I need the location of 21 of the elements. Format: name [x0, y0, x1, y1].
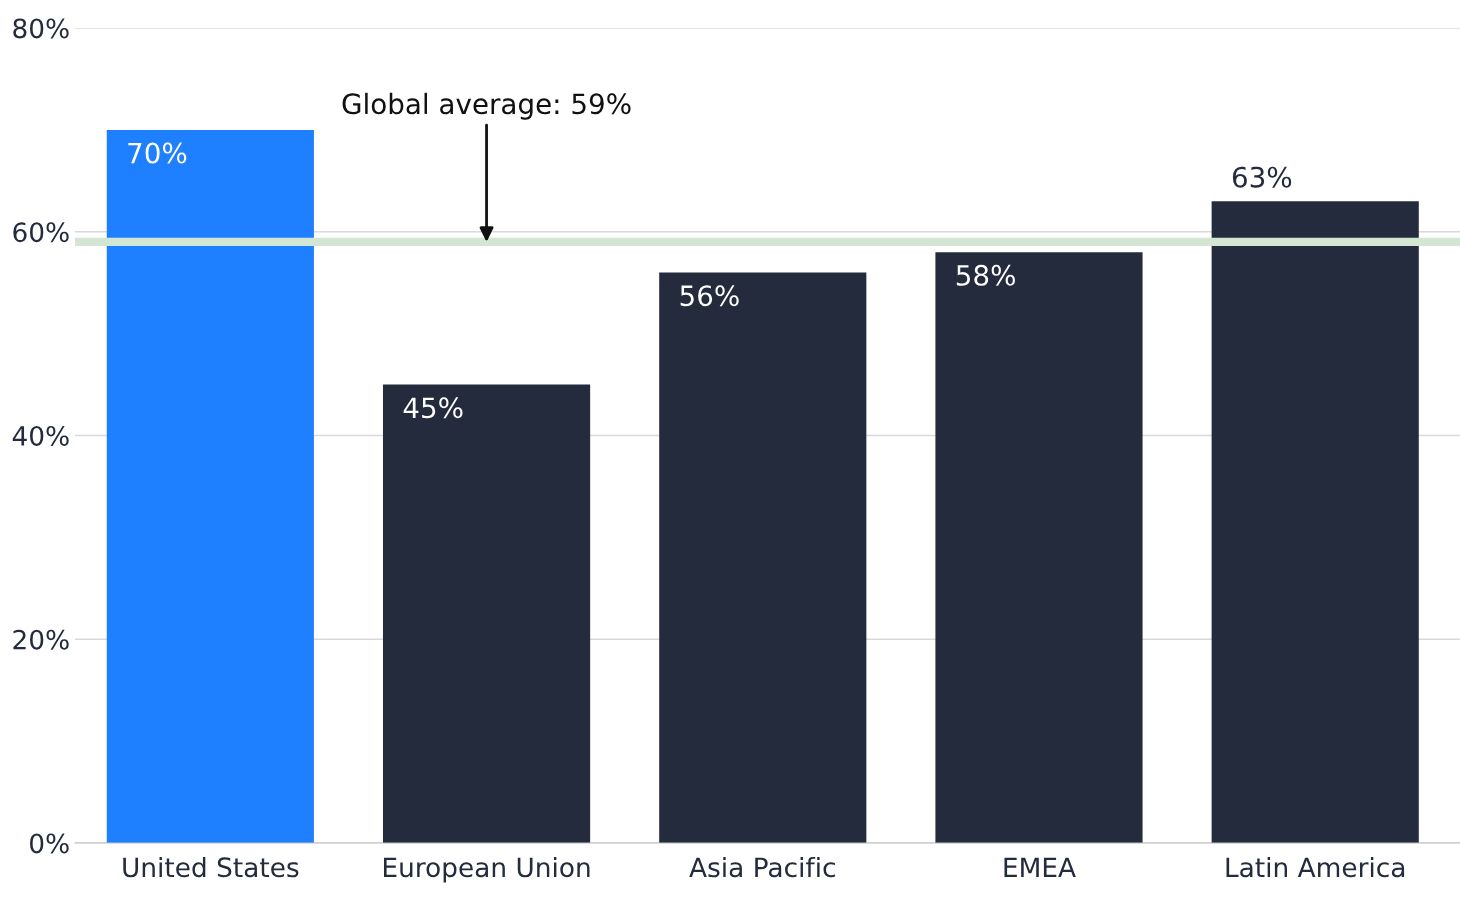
bar: [382, 384, 591, 843]
data-label: 70%: [128, 142, 187, 164]
x-tick-label: United States: [123, 856, 299, 878]
data-label: 63%: [1232, 166, 1292, 188]
y-tick-label: 60%: [13, 222, 69, 243]
x-tick-label: Asia Pacific: [689, 856, 835, 878]
bar: [659, 272, 867, 843]
y-tick-label: 20%: [13, 629, 69, 650]
bar: [106, 129, 314, 843]
bar: [935, 252, 1143, 843]
y-tick-label: 0%: [30, 833, 69, 854]
x-tick-label: Latin America: [1226, 856, 1405, 878]
y-tick-label: 40%: [12, 425, 69, 446]
y-tick-label: 80%: [13, 18, 69, 39]
x-tick-label: European Union: [383, 856, 590, 883]
ref-line-label: Global average: 59%: [342, 92, 631, 120]
data-label: 56%: [680, 285, 739, 307]
bar: [1211, 201, 1419, 843]
data-label: 45%: [403, 397, 463, 419]
x-tick-label: EMEA: [1004, 857, 1076, 877]
data-label: 58%: [956, 264, 1015, 286]
